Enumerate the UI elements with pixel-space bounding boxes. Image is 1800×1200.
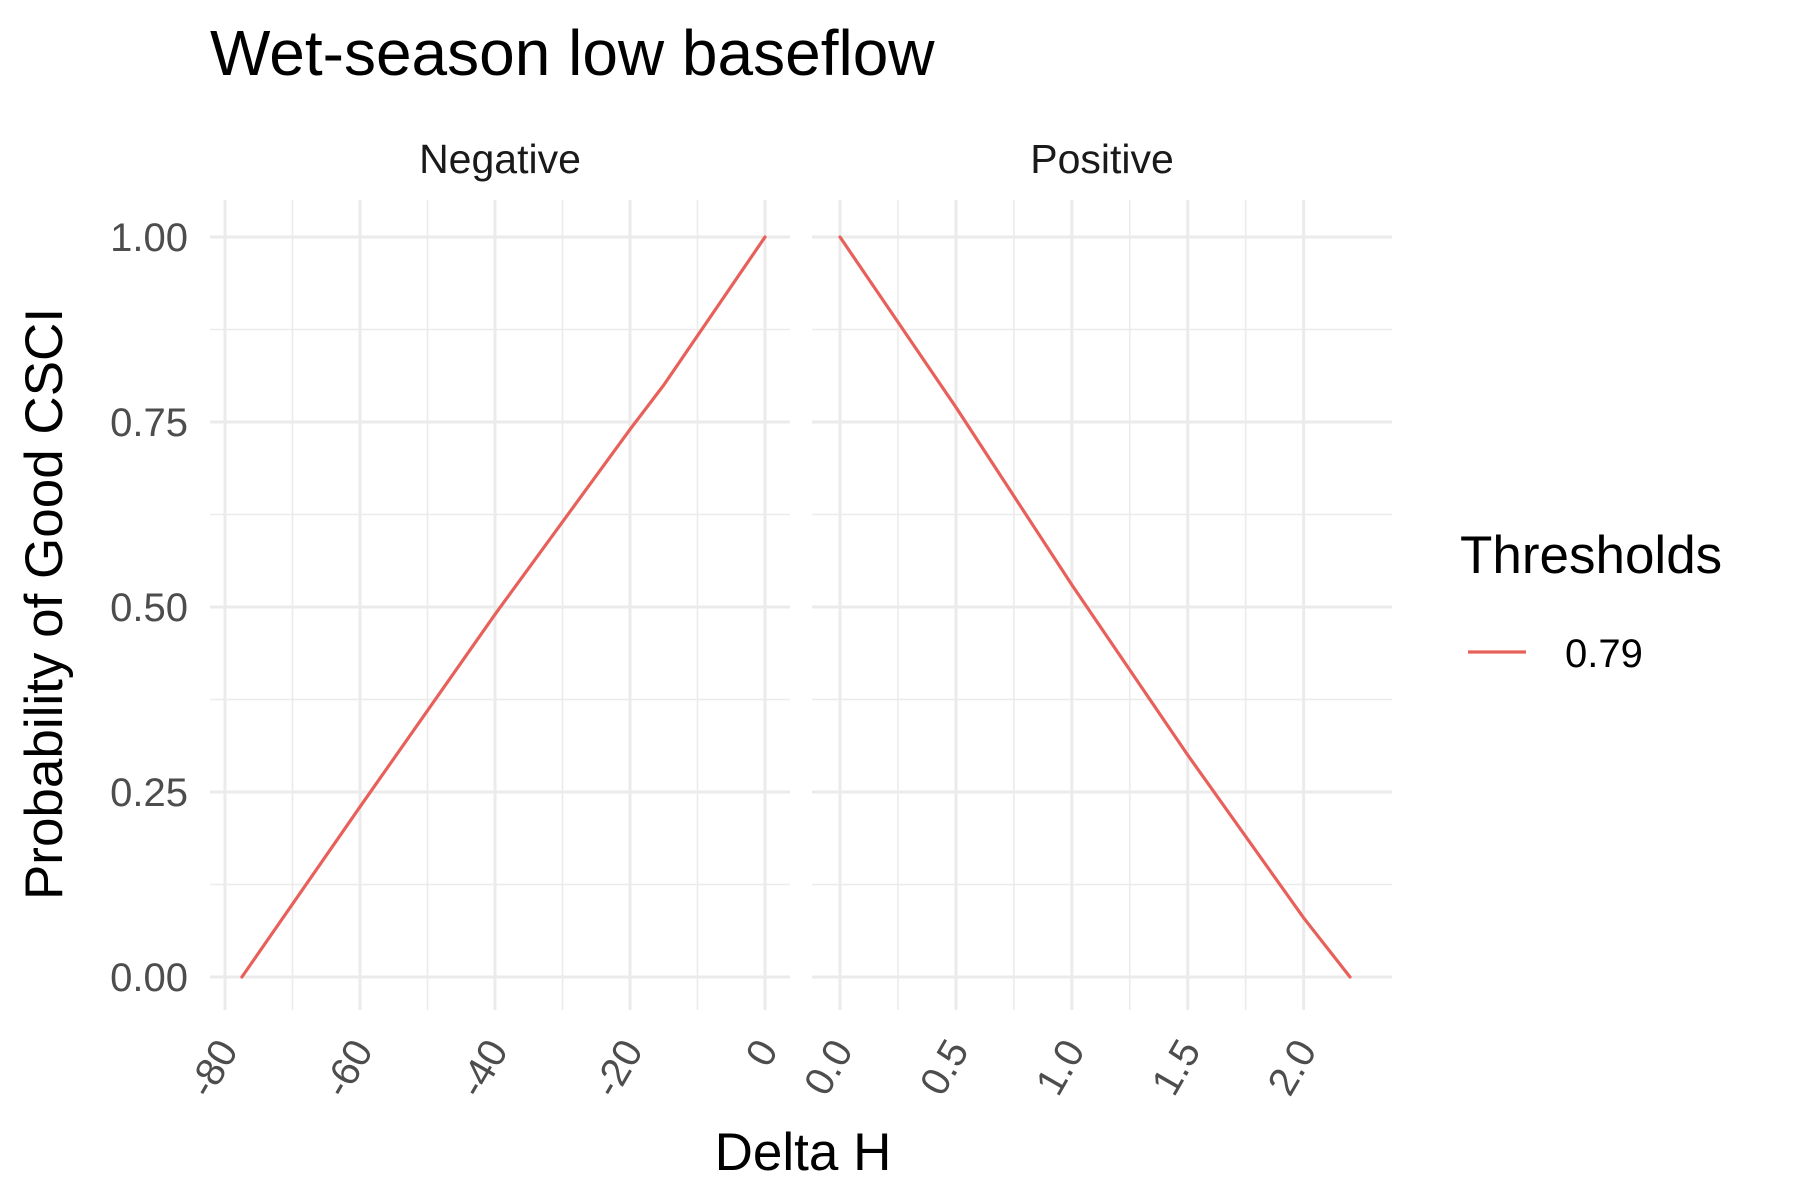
- x-tick-label: 0: [738, 1033, 787, 1074]
- facet-label-negative: Negative: [419, 136, 581, 182]
- x-tick-label: -40: [450, 1033, 517, 1105]
- y-tick-label: 0.50: [110, 586, 188, 630]
- series-line-negative: [240, 235, 767, 979]
- legend-title: Thresholds: [1460, 526, 1722, 585]
- x-tick-label: 1.5: [1144, 1033, 1210, 1103]
- chart-title: Wet-season low baseflow: [210, 17, 935, 89]
- series-line-positive: [838, 235, 1352, 979]
- facet-panel-negative: Negative -80 -60 -40 -20 0: [180, 136, 790, 1105]
- legend: Thresholds 0.79: [1460, 526, 1722, 676]
- facet-label-positive: Positive: [1030, 136, 1174, 182]
- x-tick-label: -20: [585, 1033, 652, 1105]
- x-tick-label: 0.0: [796, 1033, 862, 1103]
- x-tick-label: -80: [180, 1033, 247, 1105]
- x-tick-label: 0.5: [912, 1033, 978, 1103]
- panels-layer: Negative -80 -60 -40 -20 0 Positive 0.0 0.5 1.0 1.…: [110, 136, 1392, 1105]
- x-axis-title: Delta H: [715, 1123, 892, 1182]
- y-tick-label: 0.00: [110, 956, 188, 1000]
- x-tick-label: 2.0: [1260, 1033, 1326, 1103]
- facet-panel-positive: Positive 0.0 0.5 1.0 1.5 2.0: [796, 136, 1392, 1103]
- y-axis-title: Probability of Good CSCI: [15, 308, 74, 900]
- legend-entry-label: 0.79: [1565, 632, 1643, 676]
- x-tick-label: -60: [315, 1033, 382, 1105]
- y-axis-ticks: 0.00 0.25 0.50 0.75 1.00: [110, 216, 188, 1000]
- y-tick-label: 0.75: [110, 401, 188, 445]
- x-tick-label: 1.0: [1028, 1033, 1094, 1103]
- y-tick-label: 0.25: [110, 771, 188, 815]
- y-tick-label: 1.00: [110, 216, 188, 260]
